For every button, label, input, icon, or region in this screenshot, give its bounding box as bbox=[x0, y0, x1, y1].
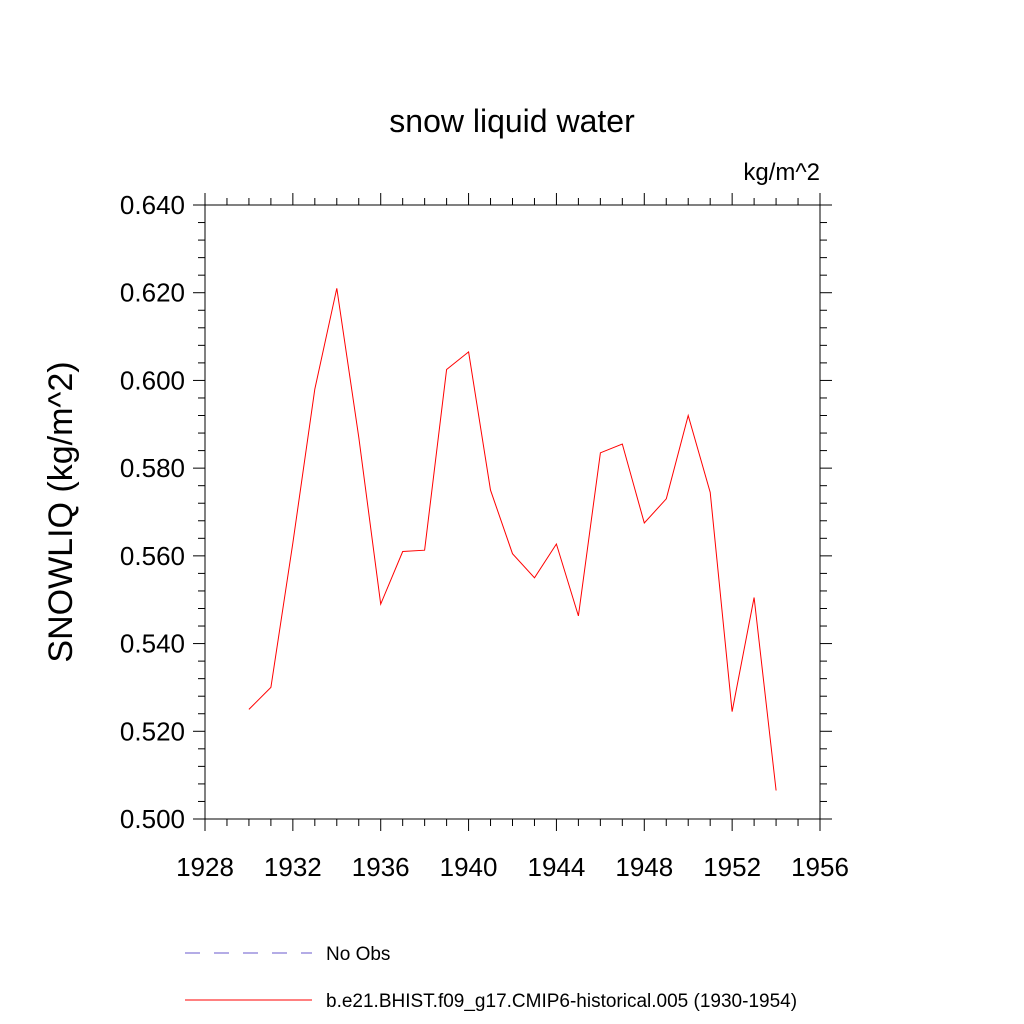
legend-label: b.e21.BHIST.f09_g17.CMIP6-historical.005… bbox=[326, 991, 797, 1012]
y-tick-label: 0.640 bbox=[120, 190, 185, 220]
y-tick-label: 0.580 bbox=[120, 453, 185, 483]
y-axis-label: SNOWLIQ (kg/m^2) bbox=[42, 361, 80, 662]
x-tick-label: 1936 bbox=[352, 852, 410, 882]
x-tick-label: 1944 bbox=[528, 852, 586, 882]
chart-title: snow liquid water bbox=[389, 103, 635, 139]
series-lines bbox=[248, 288, 777, 791]
y-tick-label: 0.600 bbox=[120, 365, 185, 395]
x-tick-label: 1948 bbox=[615, 852, 673, 882]
legend: No Obs b.e21.BHIST.f09_g17.CMIP6-historic… bbox=[185, 944, 797, 1012]
x-tick-label: 1928 bbox=[176, 852, 234, 882]
axis-ticks bbox=[193, 193, 832, 831]
x-tick-label: 1932 bbox=[264, 852, 322, 882]
y-tick-label: 0.500 bbox=[120, 804, 185, 834]
x-tick-label: 1956 bbox=[791, 852, 849, 882]
x-tick-label: 1940 bbox=[440, 852, 498, 882]
x-tick-label: 1952 bbox=[703, 852, 761, 882]
y-tick-label: 0.620 bbox=[120, 278, 185, 308]
y-tick-label: 0.540 bbox=[120, 629, 185, 659]
series-line bbox=[248, 288, 777, 791]
tick-labels: 0.500 0.520 0.540 0.560 0.580 0.600 0.620 0.640… bbox=[120, 190, 849, 882]
y-tick-label: 0.520 bbox=[120, 716, 185, 746]
legend-label: No Obs bbox=[326, 944, 390, 965]
y-tick-label: 0.560 bbox=[120, 541, 185, 571]
units-label: kg/m^2 bbox=[743, 159, 820, 186]
